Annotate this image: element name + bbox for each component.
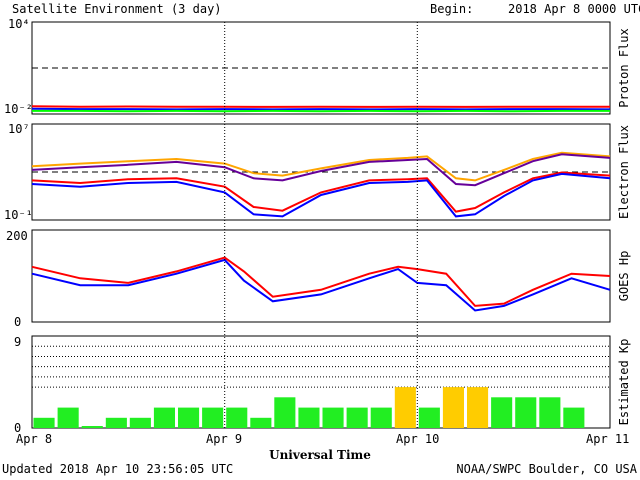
blue-series-line <box>31 107 611 111</box>
electron-ytick-bottom: 10⁻¹ <box>4 208 33 222</box>
electron-panel <box>31 123 611 221</box>
kp-bar <box>178 407 200 428</box>
proton-series <box>31 67 611 113</box>
kp-bar <box>298 407 320 428</box>
electron-series <box>31 151 611 218</box>
kp-bar <box>153 407 175 428</box>
goes-ytick-bottom: 0 <box>14 315 21 329</box>
kp-bar <box>539 397 561 428</box>
kp-bar <box>467 387 489 428</box>
begin-label: Begin: <box>430 2 473 16</box>
red-series-line <box>31 105 610 108</box>
kp-bar <box>515 397 537 428</box>
kp-panel <box>31 335 611 429</box>
proton-panel <box>31 21 611 115</box>
purple-series-line <box>31 153 611 187</box>
kp-bar <box>250 417 272 428</box>
plot-title: Satellite Environment (3 day) <box>12 2 222 16</box>
goes-ytick-top: 200 <box>6 229 28 243</box>
blue-series-line <box>31 172 611 218</box>
goes-frame <box>31 229 611 323</box>
proton-axis-label: Proton Flux <box>617 28 631 107</box>
kp-bar <box>105 417 127 428</box>
kp-bar <box>346 407 368 428</box>
updated-timestamp: Updated 2018 Apr 10 23:56:05 UTC <box>2 462 233 476</box>
kp-bars <box>32 345 610 428</box>
goes-series <box>31 256 611 312</box>
kp-ytick-top: 9 <box>14 335 21 349</box>
kp-bar <box>33 417 55 428</box>
kp-bar <box>418 407 440 428</box>
red-series-line <box>31 256 611 307</box>
orange-series-line <box>31 151 611 182</box>
goes-panel <box>31 229 611 323</box>
xtick-apr9: Apr 9 <box>206 432 242 446</box>
xtick-apr11: Apr 11 <box>586 432 629 446</box>
kp-ytick-bottom: 0 <box>14 421 21 435</box>
kp-bar <box>202 407 224 428</box>
xaxis-title: Universal Time <box>269 448 371 462</box>
kp-bar <box>394 387 416 428</box>
proton-ytick-bottom: 10⁻² <box>4 102 33 116</box>
red-series-line <box>31 171 611 213</box>
kp-bar <box>370 407 392 428</box>
proton-ytick-top: 10⁴ <box>8 17 30 31</box>
kp-bar <box>563 407 585 428</box>
kp-bar <box>442 387 464 428</box>
kp-axis-label: Estimated Kp <box>617 339 631 426</box>
kp-frame <box>31 335 611 429</box>
source-credit: NOAA/SWPC Boulder, CO USA <box>456 462 637 476</box>
xtick-apr8: Apr 8 <box>16 432 52 446</box>
kp-bar <box>57 407 79 428</box>
begin-value: 2018 Apr 8 0000 UTC <box>508 2 640 16</box>
kp-bar <box>81 426 103 428</box>
kp-bar <box>226 407 248 428</box>
kp-bar <box>322 407 344 428</box>
electron-axis-label: Electron Flux <box>617 125 631 219</box>
kp-bar <box>491 397 513 428</box>
blue-series-line <box>31 258 611 312</box>
kp-bar <box>129 417 151 428</box>
xtick-apr10: Apr 10 <box>396 432 439 446</box>
goes-axis-label: GOES Hp <box>617 251 631 302</box>
kp-bar <box>274 397 296 428</box>
electron-ytick-top: 10⁷ <box>8 122 30 136</box>
